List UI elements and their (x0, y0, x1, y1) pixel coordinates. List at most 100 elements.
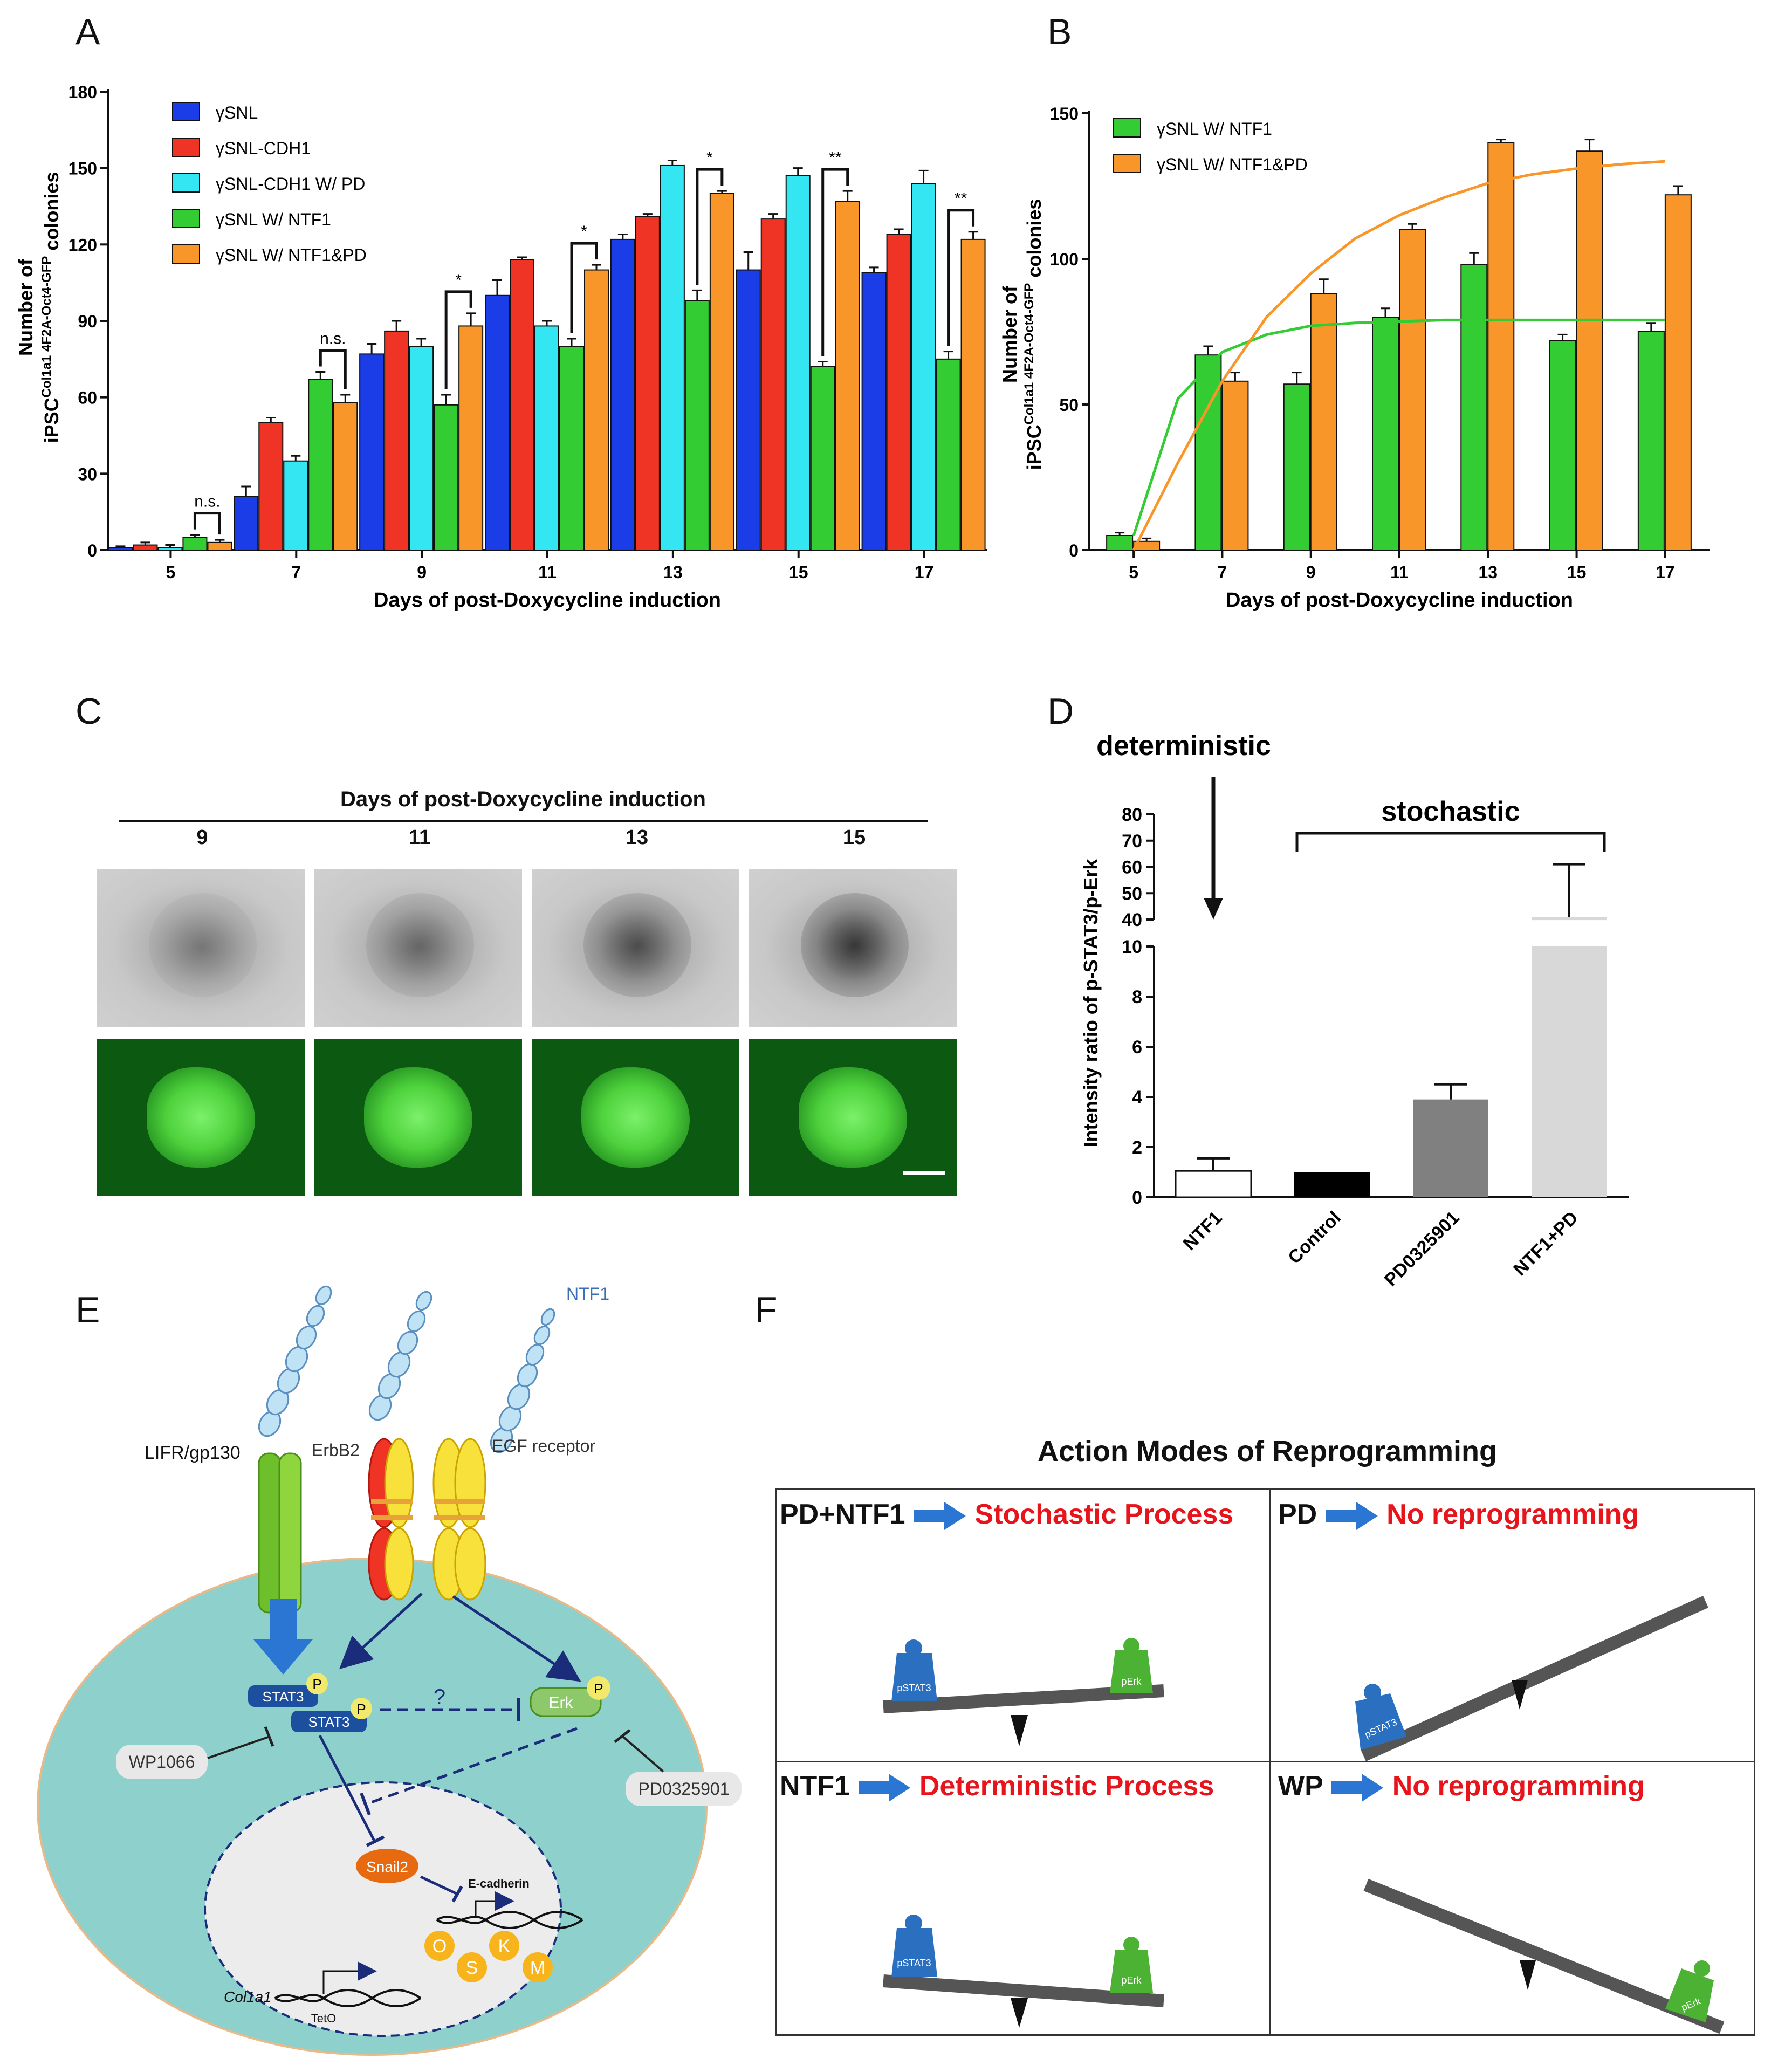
bar (108, 547, 133, 551)
bar (584, 269, 609, 551)
pd0325901-box (626, 1772, 742, 1806)
bar (1399, 229, 1426, 551)
bar (785, 175, 811, 551)
brightfield-day-13 (532, 869, 739, 1027)
x-tick-label: 7 (1218, 562, 1227, 582)
snail2-label: Snail2 (366, 1858, 408, 1875)
x-tick-label: 7 (291, 562, 301, 582)
x-tick-label: 15 (1567, 562, 1587, 582)
bar (458, 325, 484, 551)
bar (709, 193, 734, 551)
y-tick-label: 70 (1122, 831, 1142, 852)
pd-inhibit-bar (614, 1729, 631, 1743)
y-tick-label: 10 (1122, 937, 1142, 957)
x-axis-label: Days of post-Doxycycline induction (374, 589, 721, 612)
seesaw-q1: pSTAT3 pErk (883, 1638, 1164, 1746)
stat3-phospho-bottom (351, 1698, 372, 1719)
bar (660, 164, 685, 551)
wp1066-label: WP1066 (129, 1752, 195, 1772)
brightfield-day-11 (314, 869, 522, 1027)
day-label-11: 11 (408, 826, 431, 849)
pd-inhibit-line (622, 1735, 664, 1773)
legend-swatch (172, 138, 200, 157)
bar (1664, 194, 1692, 551)
y-axis-label-ipsc: iPSC (40, 397, 63, 443)
q4-arrow-icon (1331, 1774, 1384, 1802)
ligand-chains (258, 1285, 555, 1453)
q1-left-label: PD+NTF1 (780, 1499, 905, 1530)
bar (1532, 946, 1607, 1197)
legend-label: γSNL-CDH1 W/ PD (216, 174, 365, 194)
erbb2-receptor (368, 1438, 414, 1601)
bar (333, 402, 358, 551)
y-tick-label: 6 (1132, 1037, 1142, 1058)
day-label-9: 9 (196, 826, 208, 849)
legend-label: γSNL (216, 103, 258, 122)
bar (835, 201, 860, 551)
significance-label: * (581, 223, 587, 241)
factor-k: K (498, 1936, 511, 1957)
q3-right-label: Deterministic Process (919, 1771, 1214, 1802)
erk-label: Erk (549, 1694, 574, 1712)
gfp-day-15 (749, 1039, 957, 1196)
q3-arrow-icon (859, 1774, 911, 1802)
bar (1637, 331, 1665, 551)
bar (1221, 380, 1249, 551)
panel-label-f: F (755, 1289, 778, 1330)
bar (1194, 354, 1222, 551)
q3-pstat3-label: pSTAT3 (897, 1958, 931, 1968)
erk-phospho (587, 1676, 610, 1700)
seesaw-q2: pSTAT3 (1355, 1596, 1708, 1761)
significance-bracket (319, 348, 347, 389)
gfp-day-9 (97, 1039, 305, 1196)
significance-label: ** (955, 190, 967, 208)
x-tick-label: Control (1284, 1207, 1344, 1268)
bar-upper-segment (1532, 917, 1607, 921)
bar (409, 346, 434, 551)
bar (610, 238, 635, 551)
significance-label: ** (829, 149, 842, 167)
bar (283, 460, 308, 551)
legend-swatch (172, 102, 200, 121)
y-axis-label-ipsc: iPSC (1023, 424, 1045, 470)
stat3-phospho-top (306, 1673, 328, 1694)
significance-label: n.s. (194, 493, 220, 511)
factor-m: M (530, 1958, 545, 1978)
bar (434, 404, 459, 551)
x-tick-label: 17 (915, 562, 934, 582)
quadrant-wp (1269, 1761, 1755, 2036)
significance-label: * (455, 271, 462, 289)
wp1066-box (116, 1745, 208, 1779)
panel-c-microscopy: Days of post-Doxycycline induction 9 11 … (97, 787, 957, 1208)
legend-swatch (1113, 118, 1141, 138)
significance-bracket (696, 168, 724, 285)
bar (635, 216, 660, 551)
lifr-label: LIFR/gp130 (145, 1443, 241, 1463)
significance-label: n.s. (320, 330, 346, 347)
x-tick-label: PD0325901 (1381, 1207, 1464, 1291)
y-axis-label-line1: Number of (15, 258, 37, 356)
panel-f-action-modes: Action Modes of Reprogramming PD+NTF1 St… (771, 1435, 1763, 2055)
x-tick-label: 17 (1656, 562, 1675, 582)
erbb2-label: ErbB2 (312, 1440, 360, 1460)
erk-stat3-inhibit-bar (360, 1792, 371, 1816)
bar (1294, 1172, 1370, 1197)
panel-f-title: Action Modes of Reprogramming (1037, 1435, 1498, 1467)
legend-swatch (172, 209, 200, 228)
ecad-promoter-arrow (475, 1891, 514, 1916)
bar (1460, 264, 1488, 551)
egf-receptor (432, 1438, 486, 1601)
y-axis-label-colonies: colonies (40, 172, 63, 256)
legend-swatch (1113, 154, 1141, 173)
factor-s: S (466, 1958, 478, 1978)
fit-curve (1132, 318, 1665, 536)
y-tick-label: 60 (78, 388, 97, 408)
brightfield-day-9 (97, 869, 305, 1027)
y-tick-label: 80 (1122, 805, 1142, 825)
erk-stat3-inhibition (366, 1727, 578, 1806)
bar (1283, 383, 1310, 551)
bar (559, 346, 584, 551)
bar (1372, 317, 1399, 551)
ecadherin-label: E-cadherin (468, 1877, 530, 1890)
